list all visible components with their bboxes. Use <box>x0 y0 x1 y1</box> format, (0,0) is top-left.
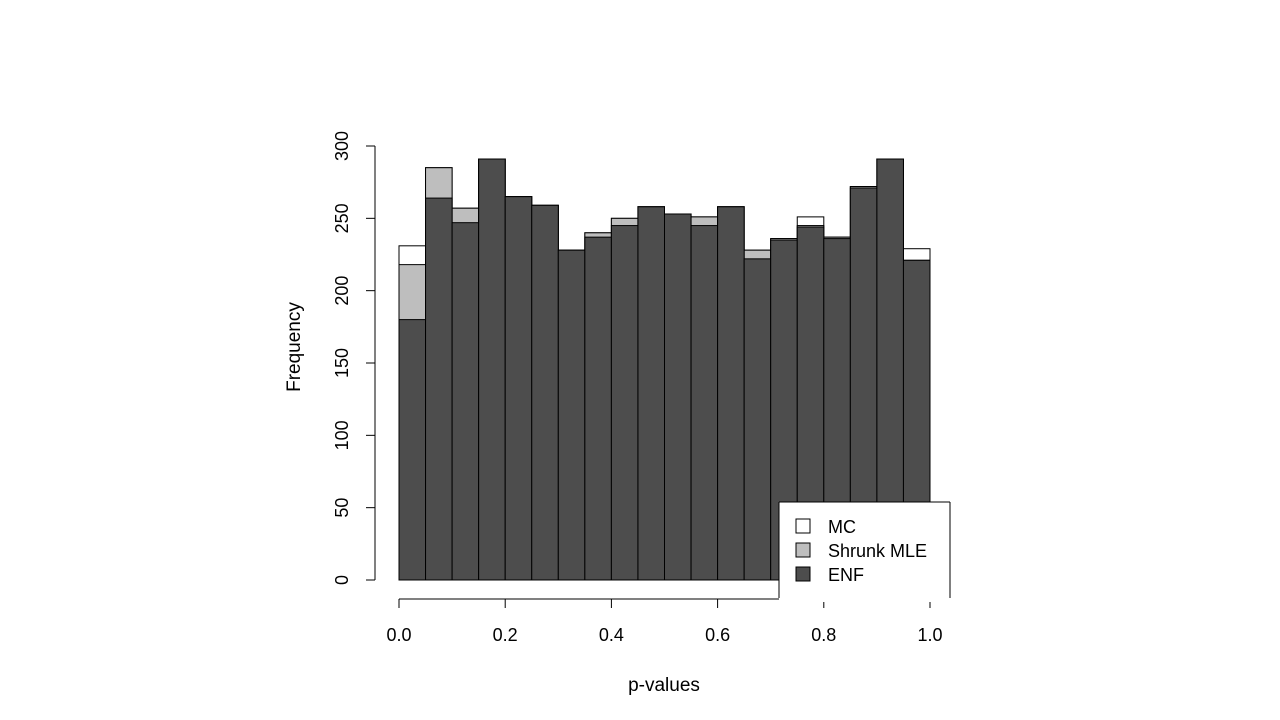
bar-enf-8 <box>610 225 639 581</box>
y-tick-label-100: 100 <box>332 420 352 450</box>
y-axis-label: Frequency <box>284 302 305 392</box>
bar-enf-12 <box>717 206 745 581</box>
legend-label-shrunk-mle: Shrunk MLE <box>828 541 927 561</box>
legend-label-mc: MC <box>828 517 856 537</box>
bar-enf-5 <box>531 204 559 581</box>
y-tick-label-300: 300 <box>332 131 352 161</box>
bar-enf-7 <box>584 236 612 581</box>
bar-enf-4 <box>504 196 533 581</box>
y-tick-label-150: 150 <box>332 348 352 378</box>
legend-swatch-shrunk-mle <box>795 542 811 558</box>
bar-enf-3 <box>478 158 506 581</box>
x-tick-label-0.0: 0.0 <box>386 625 411 645</box>
x-tick-label-0.8: 0.8 <box>811 625 836 645</box>
bar-enf-0 <box>398 319 427 581</box>
bar-enf-13 <box>743 258 772 581</box>
x-axis: 0.0 0.2 0.4 0.6 0.8 1.0 <box>386 598 943 645</box>
bar-enf-11 <box>690 225 719 581</box>
y-axis: 0 50 100 150 200 250 300 <box>332 131 376 585</box>
y-tick-label-0: 0 <box>332 575 352 585</box>
legend-label-enf: ENF <box>828 565 864 585</box>
x-tick-label-0.2: 0.2 <box>493 625 518 645</box>
legend-swatch-enf <box>795 566 811 582</box>
bar-enf-9 <box>637 206 666 581</box>
bar-enf-1 <box>425 197 453 581</box>
x-axis-label: p-values <box>628 675 700 696</box>
legend: MC Shrunk MLE ENF <box>778 501 951 602</box>
y-tick-label-250: 250 <box>332 203 352 233</box>
bar-enf-10 <box>664 213 692 581</box>
x-tick-label-0.4: 0.4 <box>599 625 624 645</box>
bar-enf-2 <box>451 222 480 581</box>
bar-enf-6 <box>557 249 586 581</box>
x-tick-label-0.6: 0.6 <box>705 625 730 645</box>
y-tick-label-200: 200 <box>332 276 352 306</box>
legend-swatch-mc <box>795 518 811 534</box>
x-tick-label-1.0: 1.0 <box>917 625 942 645</box>
y-tick-label-50: 50 <box>332 498 352 518</box>
